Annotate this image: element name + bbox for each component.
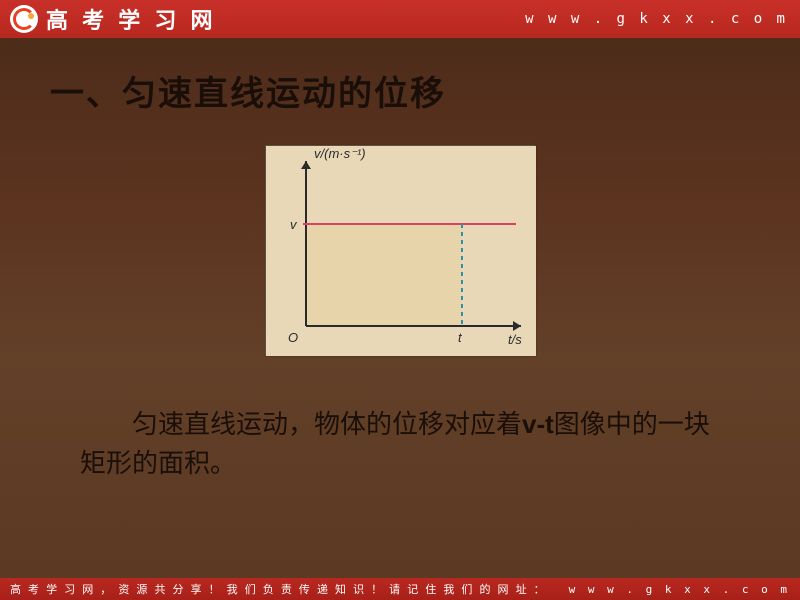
desc-bold: v-t: [522, 409, 554, 439]
svg-text:t/s: t/s: [508, 332, 522, 347]
header-url: w w w . g k x x . c o m: [525, 11, 788, 27]
graph-container: v/(m·s⁻¹)t/sOvt: [50, 145, 750, 355]
svg-text:O: O: [288, 330, 298, 345]
site-title: 高 考 学 习 网: [46, 3, 216, 35]
footer-bar: 高 考 学 习 网 ， 资 源 共 分 享 ！ 我 们 负 责 传 递 知 识 …: [0, 578, 800, 600]
svg-text:v/(m·s⁻¹): v/(m·s⁻¹): [314, 146, 366, 161]
footer-right: w w w . g k x x . c o m: [569, 583, 790, 596]
slide-content: 一、匀速直线运动的位移 v/(m·s⁻¹)t/sOvt 匀速直线运动，物体的位移…: [0, 38, 800, 503]
logo-icon: [10, 5, 38, 33]
footer-left: 高 考 学 习 网 ， 资 源 共 分 享 ！ 我 们 负 责 传 递 知 识 …: [10, 581, 547, 597]
desc-prefix: 匀速直线运动，物体的位移对应着: [132, 409, 522, 439]
vt-graph: v/(m·s⁻¹)t/sOvt: [265, 145, 535, 355]
section-title: 一、匀速直线运动的位移: [50, 66, 750, 115]
description-text: 匀速直线运动，物体的位移对应着v-t图像中的一块矩形的面积。: [50, 405, 750, 483]
header-bar: 高 考 学 习 网 w w w . g k x x . c o m: [0, 0, 800, 38]
